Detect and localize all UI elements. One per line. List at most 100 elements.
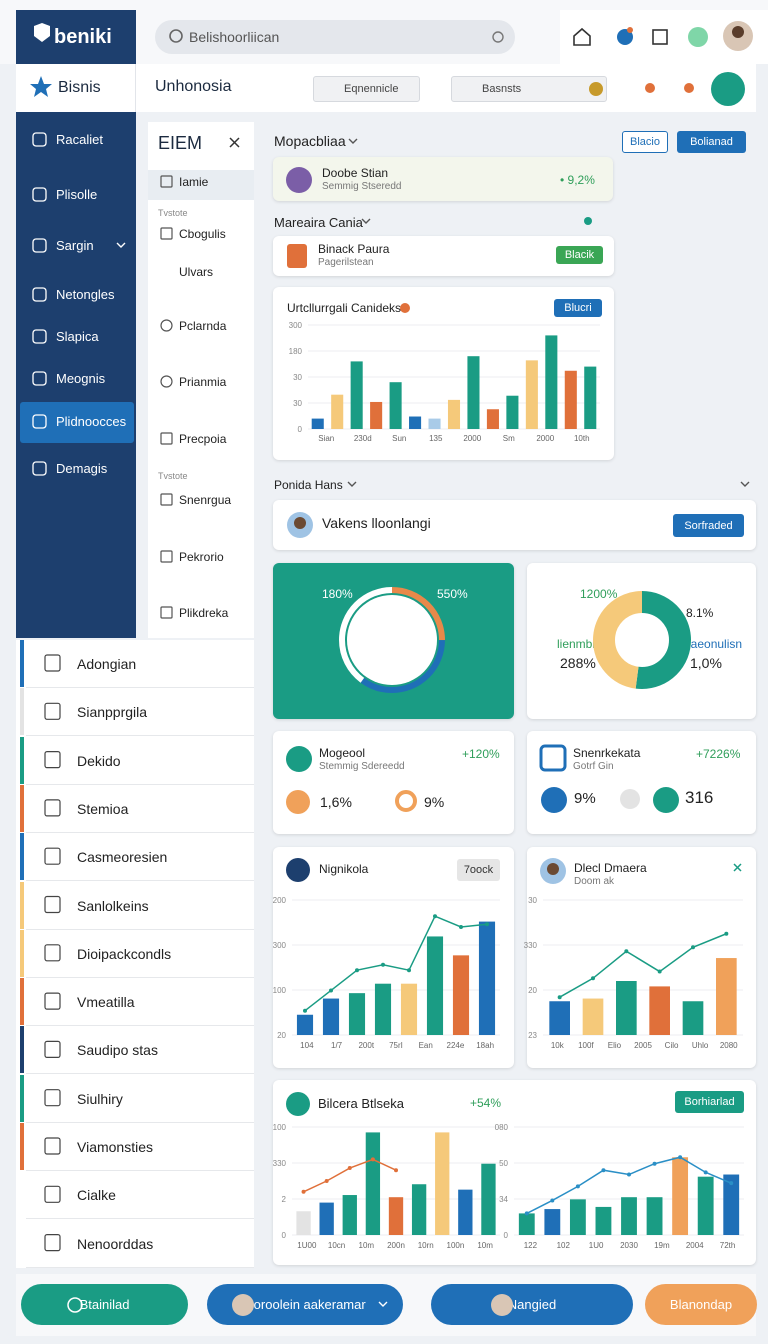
footer-button[interactable]: Doroolein aakeramar [207,1284,403,1325]
section-title: Mopacbliaa [274,133,346,149]
stat-sub: Gotrf Gin [573,761,614,772]
list-strip [20,640,24,687]
list-strip [20,784,24,832]
logo: beniki [16,10,136,64]
icon [584,217,592,225]
chevron [361,218,371,224]
footer-button[interactable]: Btainilad [21,1284,188,1325]
panel-item[interactable]: Pclarnda [179,319,227,333]
list-row [26,833,254,882]
stat-value: 9% [424,794,445,810]
footer-button[interactable]: Blanondap [645,1284,757,1325]
search-box[interactable]: Belishoorliican [155,20,515,54]
panel-item[interactable]: Snenrgua [179,493,232,507]
donut-label: 550% [437,587,468,601]
sidebar-item[interactable]: Plidnoocces [56,414,127,429]
stat-name: Mogeool [319,746,366,760]
list-row [26,688,254,737]
button[interactable]: Blucri [554,299,602,317]
button[interactable]: Bolianad [677,131,746,153]
list-item[interactable]: Sanlolkeins [77,897,149,914]
chevron [347,481,357,487]
list-item[interactable]: Adongian [77,656,137,672]
sidebar-item[interactable]: Slapica [56,329,99,344]
button[interactable]: Sorfraded [673,514,744,537]
sidebar-item[interactable]: Netongles [56,287,115,302]
card-name: Doobe Stian [322,166,389,180]
list-row [26,978,254,1027]
chart-title: Urtcllurrgali Canideks [287,301,402,315]
tab[interactable]: Eqnennicle [313,76,420,102]
stat-sub: Stemmig Sdereedd [319,761,405,772]
chart-title: Nignikola [319,862,369,876]
chart-title: Bilcera Btlseka [318,1096,404,1111]
donut-label: 288% [560,655,596,671]
donut-label: 1,0% [690,655,722,671]
sidebar-item[interactable]: Plisolle [56,187,98,202]
button[interactable]: Blacik [556,246,603,264]
list-row [26,785,254,833]
section-title: Mareaira Cania [274,215,363,230]
panel-caption: Tvstote [158,471,188,481]
list-item[interactable]: Dekido [77,752,121,769]
panel-item[interactable]: Iamie [179,175,209,189]
list-item[interactable]: Stemioa [77,800,129,817]
list-strip [20,881,24,929]
list-item[interactable]: Dioipackcondls [77,945,172,962]
button[interactable]: Borhiarlad [675,1091,744,1113]
card-change: • 9,2% [560,173,595,187]
stat-value: 1,6% [320,794,352,810]
brand: Bisnis [16,64,136,112]
card-sub: Pagerilstean [318,257,374,268]
list-strip [20,1026,24,1074]
list-strip [20,833,24,881]
footer-button[interactable]: Nangied [431,1284,633,1325]
section-title: Ponida Hans [274,478,343,492]
list-strip [20,978,24,1026]
list-row [26,1220,254,1268]
card-name: Vakens lloonlangi [322,515,431,531]
panel-item[interactable]: Plikdreka [179,606,229,620]
button[interactable]: Blacio [622,131,668,153]
stat-value: 316 [685,788,714,807]
list-row [26,882,254,930]
list-item[interactable]: Casmeoresien [77,849,168,866]
tab[interactable]: Basnsts [451,76,607,102]
page-title: Unhonosia [155,78,232,95]
list-item[interactable]: Nenoorddas [77,1235,154,1252]
button[interactable]: 7oock [457,859,500,881]
sidebar-item[interactable]: Meognis [56,371,106,386]
donut-label: 8.1% [686,606,714,620]
stat-change: +120% [462,747,500,761]
chart-title: Dlecl Dmaera [574,861,647,875]
list-row [26,1075,254,1123]
panel-item[interactable]: Cbogulis [179,227,226,241]
list-item[interactable]: Saudipo stas [77,1042,158,1059]
list-item[interactable]: Viamonsties [77,1139,154,1155]
panel-item[interactable]: Precpoia [179,432,227,446]
stat-change: +7226% [696,747,741,761]
list-row [26,640,254,688]
card [273,157,613,201]
panel-item[interactable]: Pekrorio [179,550,224,564]
card [527,847,756,1068]
list-item[interactable]: Cialke [77,1187,116,1204]
list-strip [20,1074,24,1122]
chevron [740,481,750,487]
card-name: Binack Paura [318,242,390,256]
sidebar-item[interactable]: Demagis [56,461,108,476]
panel-item[interactable]: Prianmia [179,375,227,389]
panel-item[interactable]: Ulvars [179,265,214,279]
list-item[interactable]: Sianpprgila [77,704,148,721]
card [273,731,514,834]
list-item[interactable]: Vmeatilla [77,994,135,1011]
donut-label: Daeonulisn [682,637,743,651]
sidebar-item[interactable]: Racaliet [56,132,103,147]
list-row [26,1026,254,1075]
list-strip [20,736,24,784]
sidebar-item[interactable]: Sargin [56,238,94,253]
list-item[interactable]: Siulhiry [77,1090,123,1107]
chevron [348,138,358,144]
list-row [26,1171,254,1220]
